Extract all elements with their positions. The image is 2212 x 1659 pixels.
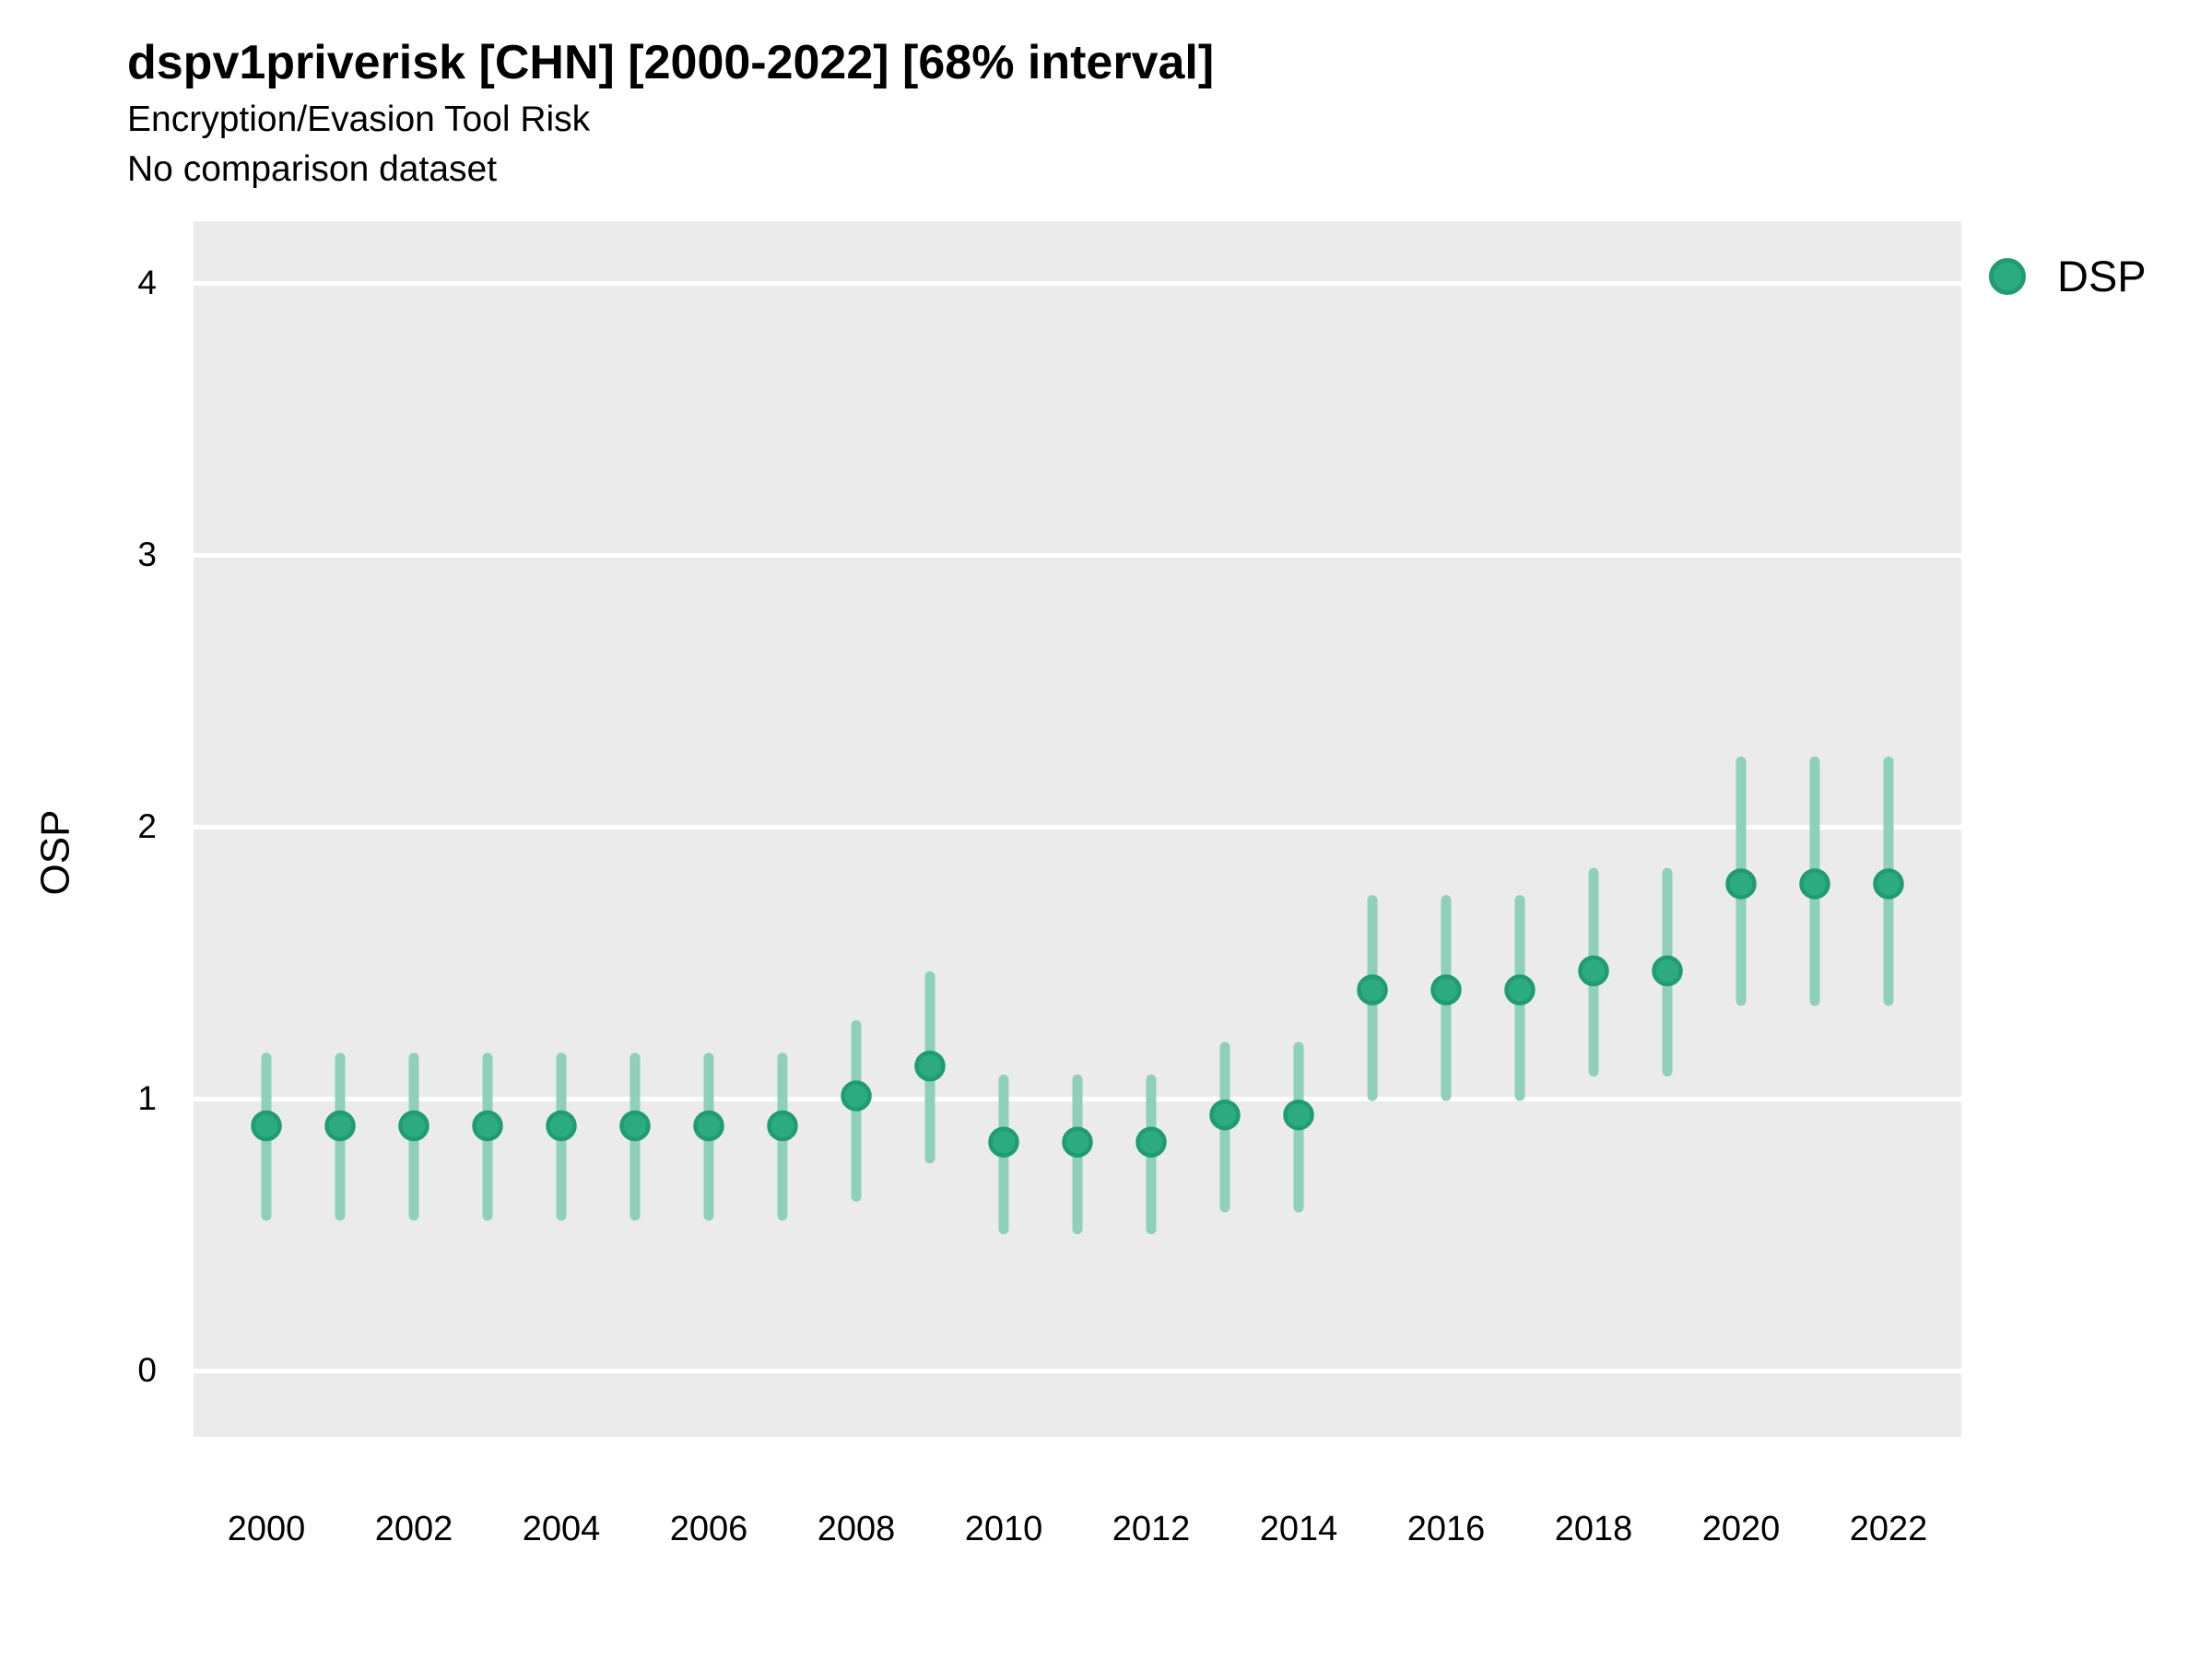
legend: DSP [1989, 251, 2147, 301]
chart-note: No comparison dataset [127, 149, 498, 189]
x-tick-label: 2018 [1554, 1510, 1633, 1548]
data-point [1725, 868, 1757, 900]
x-tick-label: 2010 [964, 1510, 1043, 1548]
data-point [841, 1080, 872, 1112]
data-point [251, 1110, 282, 1142]
data-point [1135, 1126, 1167, 1158]
data-point [1799, 868, 1830, 900]
data-point [1873, 868, 1904, 900]
chart-subtitle: Encryption/Evasion Tool Risk [127, 100, 591, 139]
x-tick-label: 2000 [227, 1510, 306, 1548]
x-tick-label: 2020 [1701, 1510, 1781, 1548]
data-point [546, 1110, 577, 1142]
data-point [619, 1110, 651, 1142]
data-point [767, 1110, 798, 1142]
data-point [472, 1110, 503, 1142]
data-point [1578, 955, 1609, 987]
gridline-y-0 [194, 1368, 1961, 1373]
legend-label: DSP [2057, 252, 2147, 300]
x-tick-label: 2016 [1406, 1510, 1486, 1548]
data-point [1504, 974, 1535, 1006]
x-tick-label: 2004 [522, 1510, 601, 1548]
plot-panel [194, 221, 1961, 1437]
data-point [1209, 1099, 1241, 1131]
data-point [1652, 955, 1683, 987]
x-tick-label: 2014 [1259, 1510, 1338, 1548]
data-point [1283, 1099, 1314, 1131]
legend-point-icon [1989, 257, 2026, 295]
data-point [398, 1110, 429, 1142]
x-tick-label: 2002 [374, 1510, 453, 1548]
data-marks-layer [251, 756, 1904, 1235]
y-axis-label: OSP [32, 809, 78, 896]
x-tick-label: 2012 [1112, 1510, 1191, 1548]
y-tick-label: 2 [137, 807, 157, 845]
data-point [988, 1126, 1019, 1158]
y-tick-label: 0 [137, 1351, 157, 1389]
data-point [324, 1110, 356, 1142]
gridline-y-3 [194, 552, 1961, 558]
y-tick-label: 3 [137, 535, 157, 573]
x-tick-label: 2022 [1849, 1510, 1928, 1548]
data-point [914, 1050, 946, 1082]
data-point [1357, 974, 1388, 1006]
x-tick-label: 2006 [669, 1510, 748, 1548]
data-point [1430, 974, 1462, 1006]
gridline-y-2 [194, 824, 1961, 830]
chart-title: dspv1priverisk [CHN] [2000-2022] [68% in… [127, 36, 1215, 89]
x-tick-label: 2008 [817, 1510, 896, 1548]
gridline-y-4 [194, 280, 1961, 286]
y-tick-label: 1 [137, 1079, 157, 1117]
y-tick-label: 4 [137, 264, 157, 301]
data-point [1062, 1126, 1093, 1158]
data-point [693, 1110, 724, 1142]
